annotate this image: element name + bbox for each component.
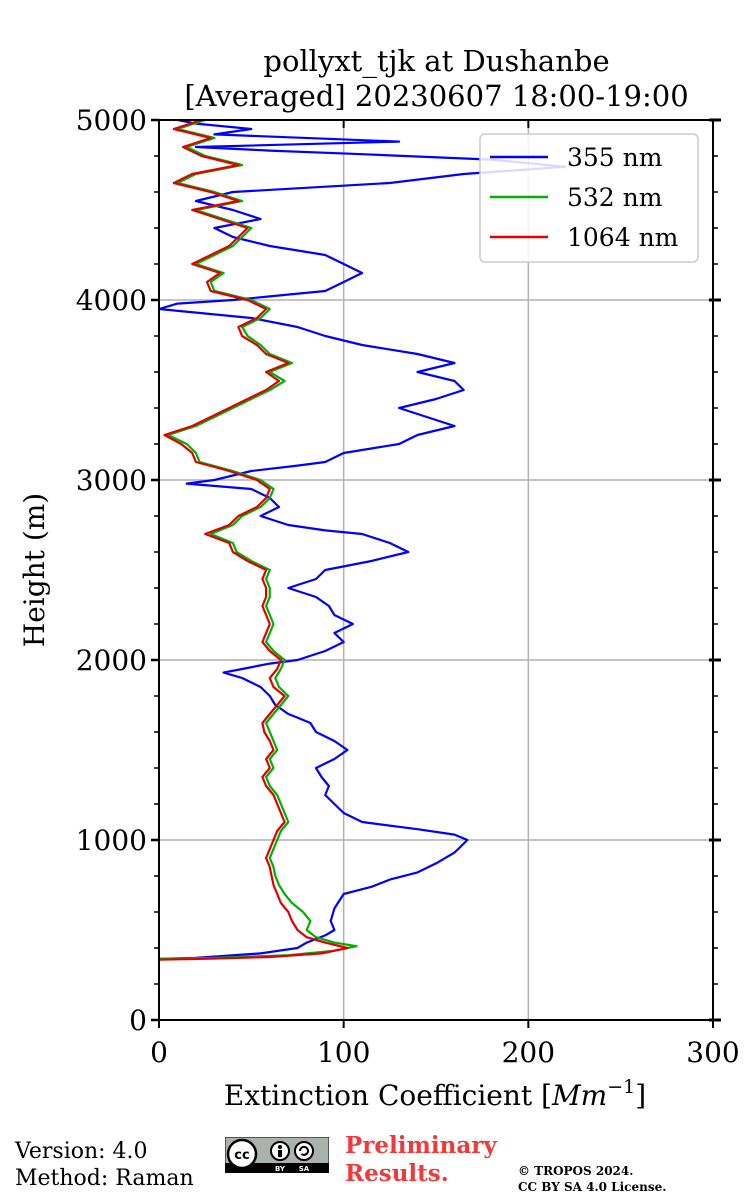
y-tick-label: 5000	[76, 104, 147, 137]
y-axis-label: Height (m)	[18, 493, 51, 647]
x-tick-label: 100	[317, 1036, 370, 1069]
svg-text:cc: cc	[234, 1148, 249, 1163]
series-line-355-nm	[157, 118, 567, 960]
copyright-line1: © TROPOS 2024.	[518, 1164, 634, 1178]
legend: 355 nm 532 nm 1064 nm	[479, 133, 699, 263]
method-text: Method: Raman	[15, 1166, 194, 1191]
preliminary-line1: Preliminary	[345, 1132, 497, 1159]
plot-frame	[158, 119, 714, 1021]
y-tick-label: 1000	[76, 824, 147, 857]
chart-title-line1: pollyxt_tjk at Dushanbe	[263, 44, 610, 78]
x-tick-label: 0	[150, 1036, 168, 1069]
svg-text:SA: SA	[299, 1165, 310, 1173]
x-tick-label: 200	[502, 1036, 555, 1069]
y-tick-label: 2000	[76, 644, 147, 677]
svg-text:BY: BY	[275, 1165, 286, 1173]
preliminary-results-label: Preliminary Results.	[345, 1132, 497, 1187]
legend-label: 1064 nm	[567, 223, 679, 252]
copyright-notice: © TROPOS 2024. CC BY SA 4.0 License.	[518, 1164, 666, 1195]
y-tick-label: 3000	[76, 464, 147, 497]
version-text: Version: 4.0	[15, 1139, 148, 1164]
chart-title-line2: [Averaged] 20230607 18:00-19:00	[184, 79, 689, 113]
x-axis-label: Extinction Coefficient [Mm−1]	[224, 1076, 646, 1112]
y-tick-label: 4000	[76, 284, 147, 317]
x-tick-label: 300	[686, 1036, 739, 1069]
y-tick-label: 0	[129, 1004, 147, 1037]
series-line-1064-nm	[158, 118, 349, 961]
legend-label: 532 nm	[567, 183, 663, 212]
series-line-532-nm	[158, 118, 358, 960]
preliminary-line2: Results.	[345, 1159, 449, 1187]
cc-license-badge: cc BY SA	[225, 1137, 329, 1173]
legend-label: 355 nm	[567, 143, 663, 172]
copyright-line2: CC BY SA 4.0 License.	[518, 1179, 667, 1194]
series-group	[157, 118, 567, 961]
legend-box	[479, 133, 699, 263]
